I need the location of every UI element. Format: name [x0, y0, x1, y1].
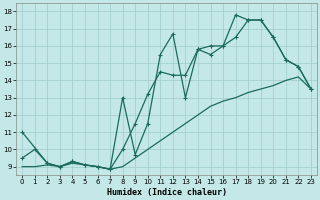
X-axis label: Humidex (Indice chaleur): Humidex (Indice chaleur) [107, 188, 227, 197]
